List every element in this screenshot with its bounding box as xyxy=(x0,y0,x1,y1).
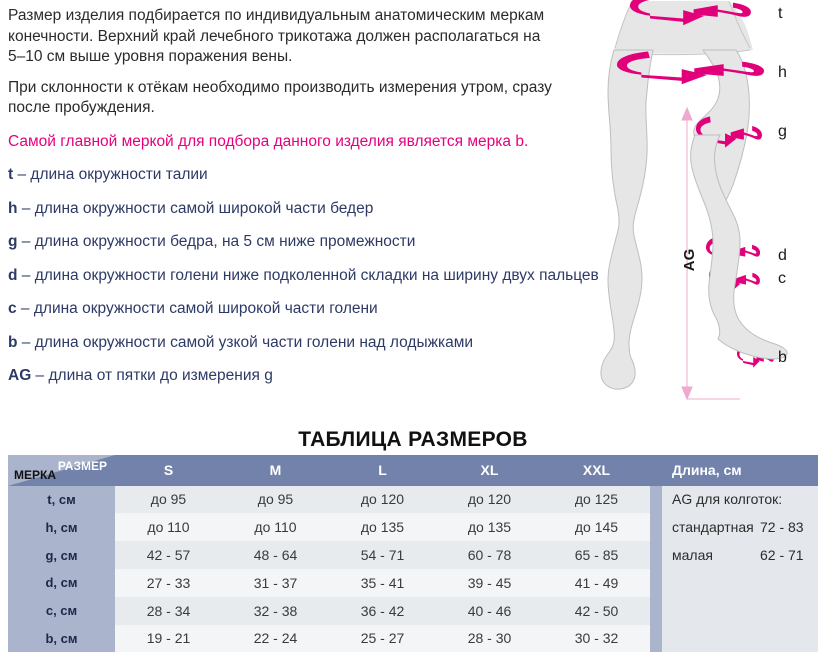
svg-text:b: b xyxy=(778,349,787,366)
svg-text:AG: AG xyxy=(681,249,698,272)
svg-text:g: g xyxy=(778,123,787,140)
svg-text:c: c xyxy=(778,270,786,287)
svg-text:d: d xyxy=(778,247,787,264)
svg-text:t: t xyxy=(778,5,783,22)
svg-text:h: h xyxy=(778,64,787,81)
